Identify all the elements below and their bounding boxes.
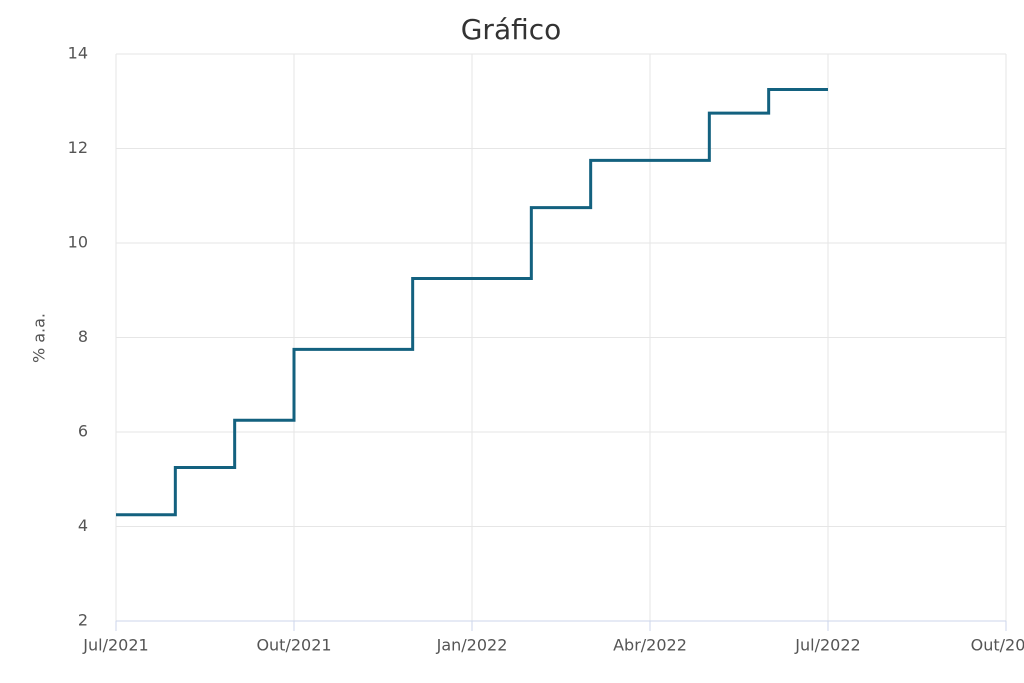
y-tick-label: 6 <box>78 422 88 441</box>
y-tick-label: 2 <box>78 611 88 630</box>
y-tick-label: 10 <box>68 233 88 252</box>
x-tick-label: Jul/2022 <box>794 636 860 655</box>
y-tick-label: 8 <box>78 327 88 346</box>
y-tick-label: 4 <box>78 516 88 535</box>
x-tick-label: Out/2021 <box>256 636 331 655</box>
chart-title: Gráfico <box>461 13 562 46</box>
x-tick-label: Jan/2022 <box>436 636 508 655</box>
x-tick-label: Jul/2021 <box>82 636 148 655</box>
x-tick-label: Abr/2022 <box>613 636 687 655</box>
data-line <box>116 87 828 517</box>
y-tick-label: 14 <box>68 44 88 63</box>
y-axis-label: % a.a. <box>30 313 49 363</box>
y-tick-label: 12 <box>68 138 88 157</box>
x-tick-label: Out/20… <box>971 636 1024 655</box>
